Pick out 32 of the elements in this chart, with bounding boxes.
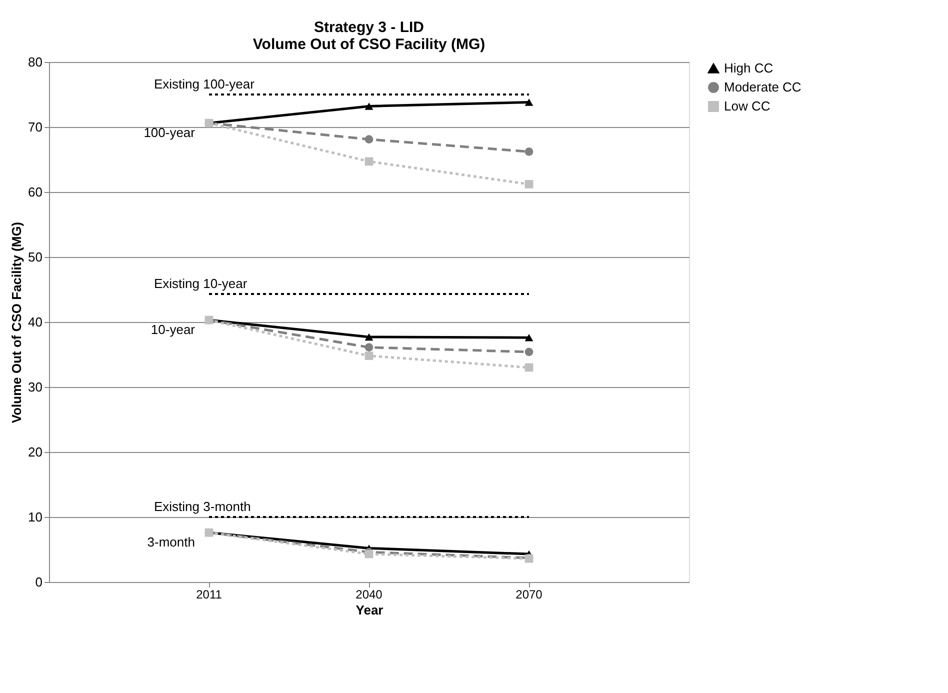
y-tick-label: 0 [35,574,42,590]
legend-label: Moderate CC [724,80,802,94]
point [364,343,374,352]
point [524,148,534,156]
y-tick-label: 20 [28,444,42,460]
point [364,352,374,360]
annotation: 3-month [147,534,195,550]
y-tick-label: 70 [28,120,42,134]
y-tick-label: 50 [28,250,42,264]
point [364,157,374,166]
y-tick-label: 30 [28,380,42,394]
annotation: 10-year [150,322,196,338]
y-tick-label: 40 [28,314,42,330]
point [524,363,534,372]
annotation: 100-year [144,125,196,140]
y-tick-label: 60 [28,184,42,200]
point [524,348,534,356]
y-tick-label: 80 [28,54,42,70]
point [524,180,534,188]
legend-label: Low CC [724,98,770,114]
ref-line-label: Existing 100-year [154,76,256,92]
y-axis-title: Volume Out of CSO Facility (MG) [9,222,24,424]
x-tick-label: 2011 [196,588,222,602]
point [364,135,374,144]
ref-line-label: Existing 3-month [154,499,251,514]
ref-line-label: Existing 10-year [154,276,248,292]
x-tick-label: 2070 [516,588,543,602]
legend-label: High CC [724,60,774,76]
y-tick-label: 10 [28,510,42,524]
x-axis-title: Year [356,602,384,618]
chart-title: Strategy 3 - LID Volume Out of CSO Facility (MG) [252,19,486,53]
x-tick-label: 2040 [356,588,383,602]
